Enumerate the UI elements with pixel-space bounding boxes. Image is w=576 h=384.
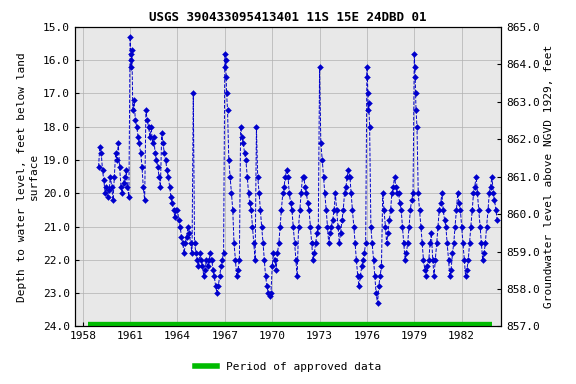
Title: USGS 390433095413401 11S 15E 24DBD 01: USGS 390433095413401 11S 15E 24DBD 01 <box>149 11 427 24</box>
Y-axis label: Groundwater level above NGVD 1929, feet: Groundwater level above NGVD 1929, feet <box>544 45 554 308</box>
Y-axis label: Depth to water level, feet below land
surface: Depth to water level, feet below land su… <box>17 52 39 301</box>
Legend: Period of approved data: Period of approved data <box>191 358 385 377</box>
